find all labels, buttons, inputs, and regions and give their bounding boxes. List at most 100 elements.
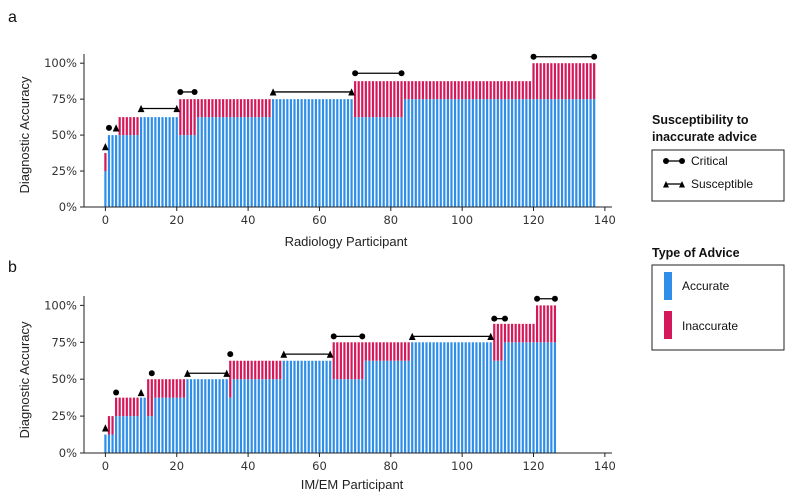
panel-b-bar-inaccurate [157, 379, 161, 398]
panel-b-bar-accurate [500, 360, 503, 453]
panel-b-bar-inaccurate [164, 379, 168, 398]
panel-b-y-tick-label: 100% [44, 298, 77, 312]
panel-b-bar-accurate [132, 416, 136, 453]
panel-b-bar-accurate [175, 397, 178, 453]
panel-b-bar-accurate [550, 342, 553, 453]
panel-a-bar-inaccurate [418, 81, 421, 100]
panel-a-bar-inaccurate [521, 81, 524, 100]
panel-a-bar-accurate [507, 99, 510, 207]
panel-a-axes: 0 20 40 60 80 100 120 140 0% 25% 50% 75% 100% [44, 54, 616, 227]
panel-a-bar-inaccurate [229, 99, 232, 118]
panel-b-bar-inaccurate [503, 323, 507, 343]
panel-b-bar-accurate [314, 360, 317, 453]
advice-legend-title: Type of Advice [652, 246, 740, 260]
panel-a-bar-inaccurate [589, 63, 592, 100]
panel-b-bar-accurate [164, 397, 168, 453]
panel-b-bar-inaccurate [271, 360, 275, 380]
panel-a-bar-accurate [403, 99, 407, 207]
panel-a-bar-inaccurate [528, 81, 532, 100]
panel-b-critical-marker [113, 389, 120, 396]
panel-a-bar-accurate [296, 99, 300, 207]
panel-b-bar-accurate [511, 342, 514, 453]
panel-b-bar-inaccurate [229, 360, 232, 398]
panel-a-bar-accurate [318, 99, 321, 207]
panel-b-bar-accurate [371, 360, 375, 453]
panel-a-bar-inaccurate [593, 63, 596, 100]
panel-b-x-tick-label: 100 [451, 459, 473, 473]
panel-a-bar-inaccurate [450, 81, 453, 100]
panel-a-bar-inaccurate [464, 81, 467, 100]
panel-b-bar-accurate [361, 379, 364, 453]
panel-b-bar-accurate [425, 342, 428, 453]
panel-a-bar-accurate [578, 99, 581, 207]
panel-b-bar-accurate [125, 416, 128, 453]
panel-b-bar-inaccurate [553, 305, 557, 343]
panel-b-bar-accurate [243, 379, 246, 453]
panel-b-bar-accurate [439, 342, 442, 453]
panel-b-x-axis-title: IM/EM Participant [301, 477, 404, 492]
panel-a-bar-accurate [368, 117, 371, 207]
panel-a-bar-accurate [400, 117, 403, 207]
panel-a-bar-inaccurate [193, 99, 196, 136]
panel-a-bar-inaccurate [364, 81, 367, 118]
panel-a-bar-accurate [232, 117, 235, 207]
panel-a-bar-inaccurate [382, 81, 385, 118]
panel-a-x-tick-label: 40 [241, 213, 256, 227]
panel-a-bar-accurate [193, 135, 196, 207]
panel-b-bar-inaccurate [261, 360, 264, 380]
panel-a-bar-inaccurate [461, 81, 464, 100]
panel-a-bar-inaccurate [557, 63, 560, 100]
panel-a-bar-accurate [111, 135, 114, 207]
panel-a-bar-accurate [115, 135, 118, 207]
panel-b-bar-accurate [282, 360, 285, 453]
panel-a-y-tick-label: 75% [51, 92, 77, 106]
panel-b-bar-inaccurate [346, 342, 350, 380]
panel-a-bar-inaccurate [550, 63, 553, 100]
panel-a-susceptible-marker [269, 88, 355, 96]
panel-b-bar-accurate [182, 397, 185, 453]
panel-b-bar-accurate [279, 379, 282, 453]
panel-a-bar-accurate [539, 99, 542, 207]
panel-b-bar-inaccurate [182, 379, 185, 398]
panel-b-bar-inaccurate [132, 397, 136, 417]
panel-a-bar-accurate [535, 99, 539, 207]
panel-b-y-tick-label: 25% [51, 409, 77, 423]
panel-a-bar-inaccurate [189, 99, 193, 136]
panel-a-bar-inaccurate [232, 99, 235, 118]
panel-a-bar-inaccurate [403, 81, 407, 100]
panel-a-bar-inaccurate [136, 117, 139, 136]
panel-b-bar-inaccurate [236, 360, 239, 380]
panel-a-bar-accurate [118, 135, 121, 207]
panel-a-susceptible-marker [112, 124, 120, 132]
panel-b-bar-accurate [496, 360, 499, 453]
panel-a-bar-accurate [204, 117, 207, 207]
panel-a-critical-marker [530, 53, 598, 60]
panel-a-bar-inaccurate [575, 63, 578, 100]
panel-b-bar-accurate [428, 342, 432, 453]
panel-a-bar-inaccurate [457, 81, 460, 100]
panel-b-bar-accurate [503, 342, 507, 453]
panel-b-bar-accurate [396, 360, 400, 453]
panel-a-bar-inaccurate [357, 81, 360, 118]
panel-b-bar-accurate [107, 434, 111, 453]
panel-a-bar-accurate [585, 99, 589, 207]
panel-b-bar-accurate [539, 342, 542, 453]
panel-b-bar-inaccurate [357, 342, 360, 380]
panel-b-bar-inaccurate [354, 342, 357, 380]
panel-b-susceptible-marker [137, 388, 145, 397]
panel-a-chart: a 0 20 40 60 80 100 120 140 0% 25% 50% 75% 100% Radi… [8, 9, 616, 249]
panel-b-bar-inaccurate [107, 416, 111, 435]
panel-b-bar-accurate [543, 342, 546, 453]
panel-a-bar-inaccurate [475, 81, 478, 100]
panel-a-bar-accurate [457, 99, 460, 207]
panel-a-bar-accurate [486, 99, 489, 207]
panel-b-bar-inaccurate [389, 342, 392, 361]
panel-b-bar-accurate [229, 397, 232, 453]
panel-a-x-tick-label: 140 [594, 213, 616, 227]
panel-a-bar-accurate [593, 99, 596, 207]
panel-b-susceptible-marker [408, 332, 495, 340]
panel-a-bar-accurate [329, 99, 332, 207]
panel-a-bar-inaccurate [436, 81, 439, 100]
panel-a-bar-inaccurate [421, 81, 425, 100]
panel-a-bar-inaccurate [239, 99, 243, 118]
